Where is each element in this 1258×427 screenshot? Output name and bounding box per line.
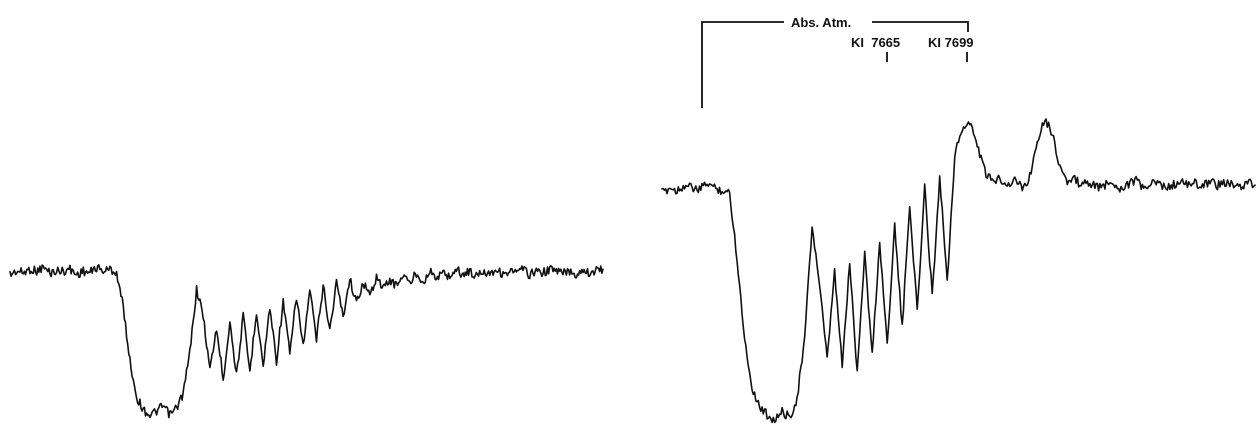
- left-spectrum-trace: [9, 264, 604, 419]
- abs-atm-label-bg: [784, 14, 872, 30]
- right-spectrum-panel: Abs. Atm. KI 7665 KI 7699: [661, 14, 1256, 424]
- right-spectrum-trace: [661, 118, 1256, 424]
- ki-7699-label: KI 7699: [928, 35, 974, 50]
- abs-atm-label: Abs. Atm.: [791, 15, 851, 30]
- left-spectrum-panel: [9, 264, 604, 419]
- ki-7665-label: KI 7665: [851, 35, 900, 50]
